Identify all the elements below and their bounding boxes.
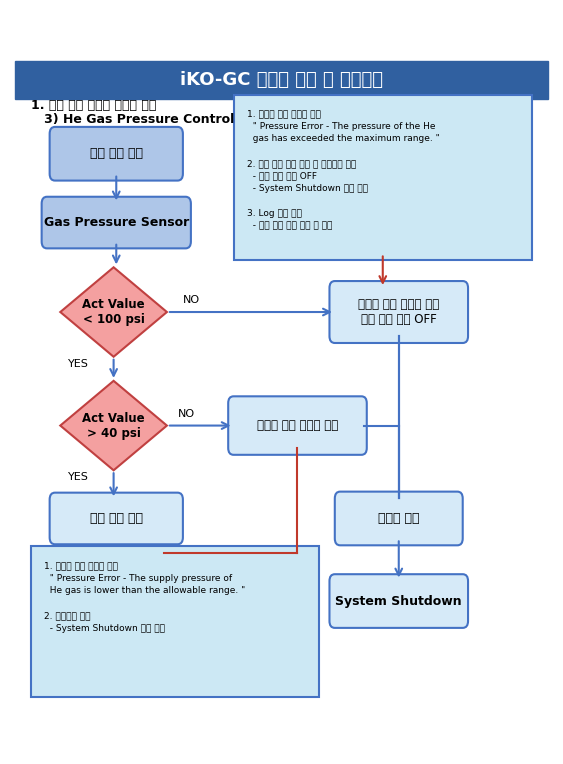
Text: 1. 일반 제어 항목의 서비스 알림: 1. 일반 제어 항목의 서비스 알림 (31, 99, 157, 112)
FancyBboxPatch shape (50, 127, 183, 180)
FancyBboxPatch shape (329, 575, 468, 628)
Text: Act Value
> 40 psi: Act Value > 40 psi (82, 412, 145, 439)
Text: 3) He Gas Pressure Control: 3) He Gas Pressure Control (31, 113, 234, 126)
Text: iKO-GC 이벤트 알림 및 보호모드: iKO-GC 이벤트 알림 및 보호모드 (180, 71, 383, 89)
Text: 가스 공급 유지: 가스 공급 유지 (90, 512, 143, 525)
Text: 1. 서비스 알림 메시지 표시
  " Pressure Error - The supply pressure of
  He gas is lower t: 1. 서비스 알림 메시지 표시 " Pressure Error - The … (44, 561, 245, 633)
Text: 서비스 알림 메시지 표시
가스 공급 밸브 OFF: 서비스 알림 메시지 표시 가스 공급 밸브 OFF (358, 298, 439, 326)
FancyBboxPatch shape (15, 61, 548, 99)
FancyBboxPatch shape (335, 491, 463, 545)
Text: System Shutdown: System Shutdown (336, 594, 462, 607)
FancyBboxPatch shape (329, 281, 468, 343)
FancyBboxPatch shape (42, 197, 191, 248)
Text: 1. 서비스 알림 메시지 표시
  " Pressure Error - The pressure of the He
  gas has exceeded : 1. 서비스 알림 메시지 표시 " Pressure Error - The … (247, 109, 440, 231)
Text: 스케줄 중단: 스케줄 중단 (378, 512, 419, 525)
Polygon shape (60, 267, 167, 357)
Text: YES: YES (68, 472, 89, 482)
Text: YES: YES (68, 358, 89, 369)
FancyBboxPatch shape (50, 493, 183, 544)
Text: Gas Pressure Sensor: Gas Pressure Sensor (44, 216, 189, 229)
Text: 서비스 알림 메시지 표시: 서비스 알림 메시지 표시 (257, 419, 338, 432)
FancyBboxPatch shape (234, 96, 532, 261)
Polygon shape (60, 380, 167, 471)
Text: 가스 공급 밸브: 가스 공급 밸브 (90, 147, 143, 160)
Text: Act Value
< 100 psi: Act Value < 100 psi (82, 298, 145, 326)
Text: NO: NO (183, 295, 200, 305)
Text: NO: NO (177, 409, 195, 419)
FancyBboxPatch shape (31, 546, 319, 698)
FancyBboxPatch shape (228, 397, 367, 455)
